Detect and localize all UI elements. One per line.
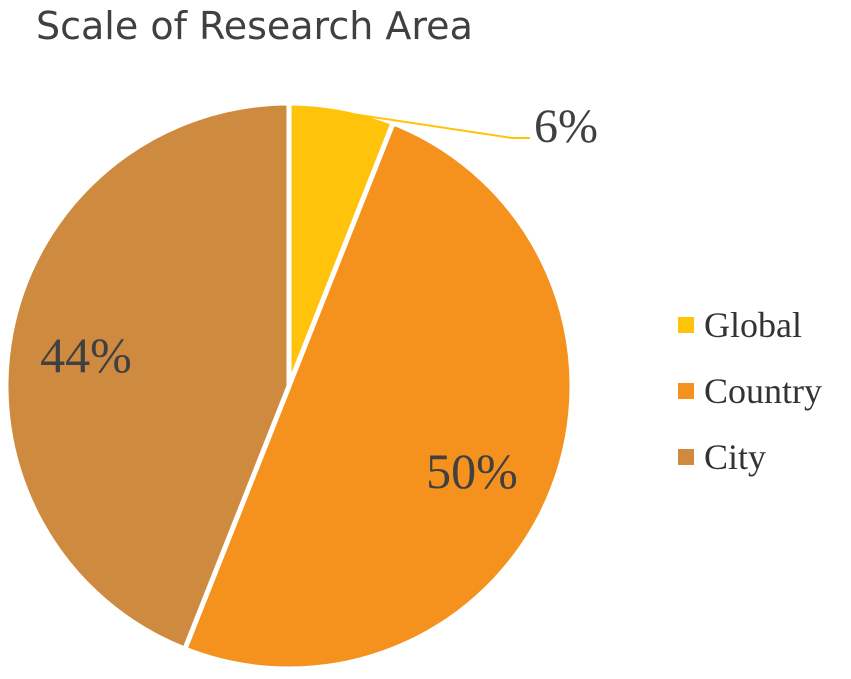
legend-item-global: Global bbox=[678, 292, 848, 358]
pie-slice-country bbox=[182, 120, 575, 672]
legend-swatch-country bbox=[678, 383, 694, 399]
legend-swatch-global bbox=[678, 317, 694, 333]
legend-label-country: Country bbox=[704, 371, 823, 411]
legend-label-city: City bbox=[704, 437, 767, 477]
chart-title: Scale of Research Area bbox=[36, 4, 473, 48]
pie-slice-city bbox=[3, 100, 292, 652]
data-label-global: 6% bbox=[534, 100, 598, 153]
legend-item-city: City bbox=[678, 424, 848, 490]
legend-item-country: Country bbox=[678, 358, 848, 424]
legend: Global Country City bbox=[678, 292, 848, 490]
legend-swatch-city bbox=[678, 449, 694, 465]
data-label-city: 44% bbox=[40, 327, 132, 383]
legend-label-global: Global bbox=[704, 305, 802, 345]
data-label-country: 50% bbox=[426, 443, 518, 499]
leader-line-global bbox=[322, 108, 530, 139]
